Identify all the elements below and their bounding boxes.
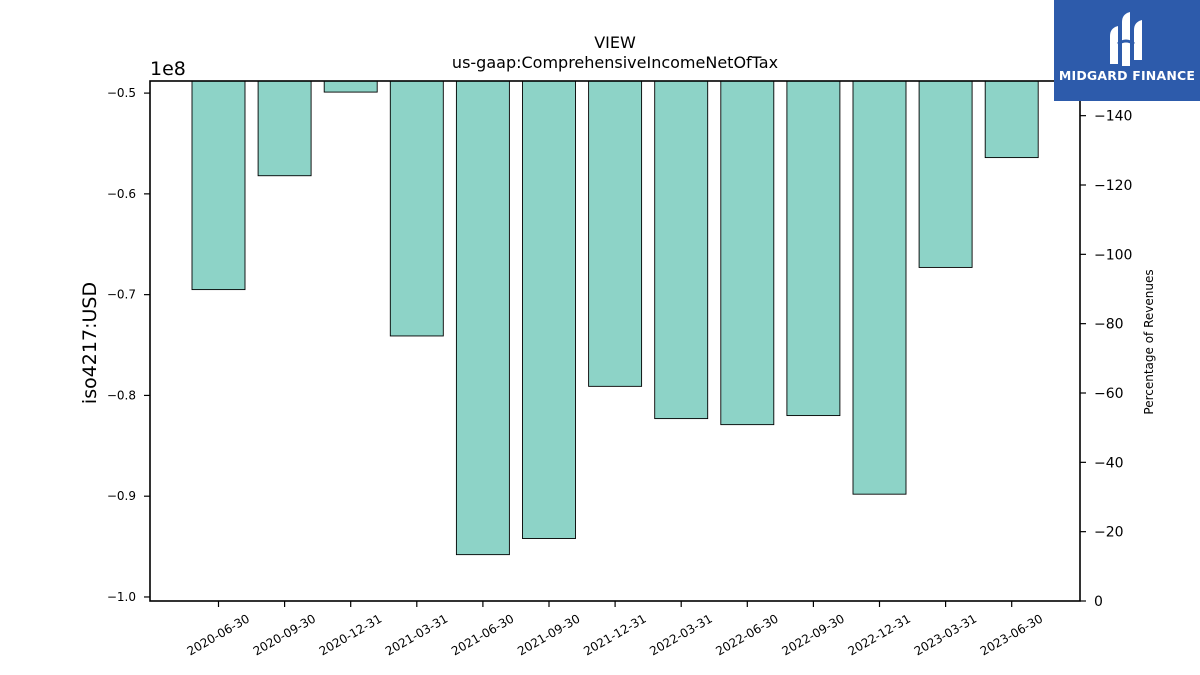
y-tick-label: −0.6 [107, 187, 136, 201]
x-tick-label: 2023-06-30 [978, 611, 1045, 658]
x-tick-label: 2021-12-31 [581, 611, 648, 658]
bar-2021-09-30 [522, 80, 576, 539]
bar-2022-03-31 [654, 80, 709, 420]
logo-mark-icon [1110, 12, 1142, 66]
bar-2023-06-30 [984, 80, 1039, 159]
x-tick-label: 2022-06-30 [713, 611, 780, 658]
y-axis-label: iso4217:USD [79, 282, 101, 404]
x-tick-label: 2021-06-30 [449, 611, 516, 658]
bar-2022-09-30 [786, 80, 841, 417]
y2-tick-label: 0 [1094, 594, 1103, 610]
y-tick-label: −0.7 [107, 288, 136, 302]
y-tick-label: −0.5 [107, 86, 136, 100]
logo-text: MIDGARD FINANCE [1058, 68, 1196, 83]
chart-title: VIEW [594, 33, 636, 52]
x-tick-label: 2020-12-31 [317, 611, 384, 658]
midgard-finance-logo: MIDGARD FINANCE [1054, 0, 1200, 101]
x-tick-label: 2020-09-30 [251, 611, 318, 658]
chart-subtitle: us-gaap:ComprehensiveIncomeNetOfTax [452, 53, 778, 72]
bar-2021-12-31 [588, 80, 643, 387]
x-tick-label: 2021-09-30 [515, 611, 582, 658]
y2-tick-label: −120 [1094, 178, 1132, 194]
y-scale-label: 1e8 [150, 58, 186, 80]
y2-axis-label: Percentage of Revenues [1142, 269, 1156, 414]
y-tick-label: −1.0 [107, 590, 136, 604]
x-tick-label: 2022-03-31 [647, 611, 714, 658]
y2-tick-label: −100 [1094, 247, 1132, 263]
x-tick-label: 2020-06-30 [185, 611, 252, 658]
bar-2020-09-30 [257, 80, 312, 177]
y-tick-label: −0.8 [107, 388, 136, 402]
bar-2022-12-31 [852, 80, 907, 495]
y2-tick-label: −40 [1094, 455, 1124, 471]
y2-tick-label: −20 [1094, 525, 1124, 541]
x-tick-label: 2022-12-31 [846, 611, 913, 658]
bar-2021-03-31 [389, 80, 444, 337]
plot-frame [149, 80, 1081, 602]
bar-2020-12-31 [323, 80, 378, 93]
bar-2022-06-30 [720, 80, 775, 426]
bar-2021-06-30 [455, 80, 510, 556]
bar-2020-06-30 [191, 80, 246, 291]
bar-2023-03-31 [918, 80, 973, 268]
x-tick-label: 2022-09-30 [779, 611, 846, 658]
y2-tick-label: −60 [1094, 386, 1124, 402]
y-tick-label: −0.9 [107, 489, 136, 503]
y2-tick-label: −80 [1094, 317, 1124, 333]
y2-tick-label: −140 [1094, 109, 1132, 125]
x-tick-label: 2023-03-31 [912, 611, 979, 658]
x-tick-label: 2021-03-31 [383, 611, 450, 658]
